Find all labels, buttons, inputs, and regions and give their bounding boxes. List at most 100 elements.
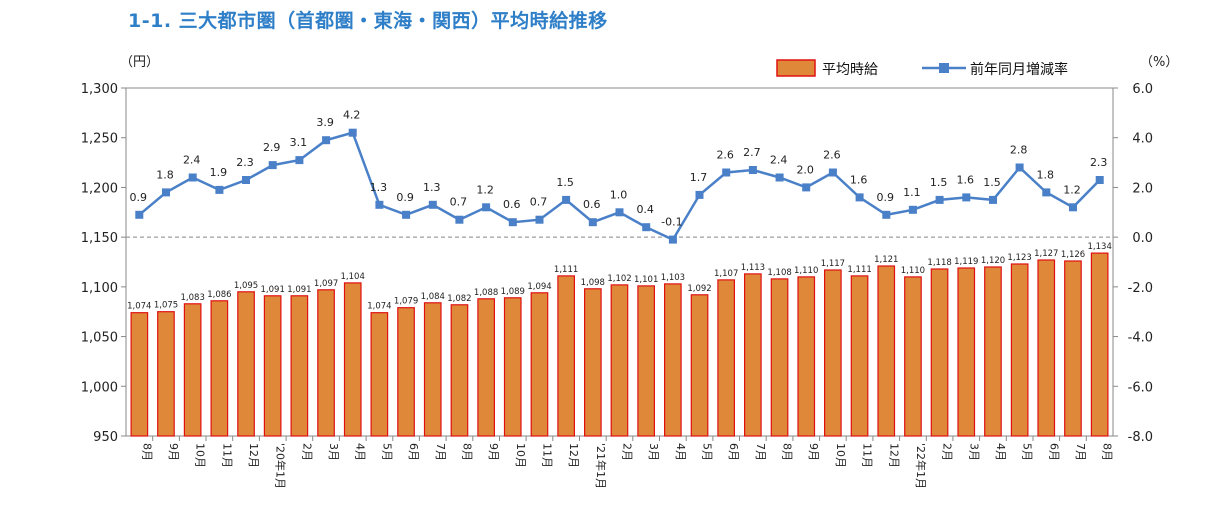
- bar-value-label: 1,075: [154, 301, 178, 311]
- x-category-label: 7月: [1074, 443, 1087, 461]
- line-value-label: 0.7: [450, 196, 468, 209]
- bar: [717, 279, 736, 437]
- bar: [450, 304, 469, 437]
- line-value-label: 1.5: [556, 176, 574, 189]
- bar-value-label: 1,111: [847, 265, 871, 275]
- bar-value-label: 1,084: [421, 292, 445, 302]
- right-axis: -8.0 -6.0 -4.0 -2.0 0.0 2.0 4.0 6.0: [1113, 82, 1153, 445]
- line-marker: [1042, 188, 1051, 197]
- line-marker: [402, 210, 411, 219]
- line-value-label: 1.7: [690, 171, 708, 184]
- line-value-label: 0.9: [396, 191, 414, 204]
- line-marker: [455, 215, 464, 224]
- right-tick-label: -6.0: [1128, 380, 1153, 395]
- line-marker: [989, 195, 997, 204]
- x-category-label: 3月: [647, 443, 660, 461]
- bar-value-label: 1,074: [127, 302, 151, 312]
- bar: [583, 288, 602, 437]
- left-tick-label: 1,300: [81, 82, 118, 97]
- line-marker: [135, 210, 144, 219]
- bar: [984, 266, 1002, 437]
- line-value-label: 3.9: [316, 116, 334, 129]
- line-value-label: 2.4: [183, 154, 201, 167]
- bar: [423, 302, 442, 437]
- bar: [690, 294, 709, 437]
- bar: [930, 268, 949, 437]
- line-marker: [162, 188, 170, 197]
- line-value-label: 1.5: [930, 176, 948, 189]
- line-marker: [535, 215, 544, 224]
- page-title: 1-1. 三大都市圏（首都圏・東海・関西）平均時給推移: [128, 10, 608, 32]
- line-marker: [802, 183, 811, 192]
- line-value-label: 1.8: [156, 168, 174, 181]
- right-axis-unit: （%）: [1140, 55, 1178, 70]
- line-marker: [775, 173, 784, 182]
- line-marker: [828, 168, 837, 177]
- bar: [157, 311, 175, 437]
- x-category-label: 3月: [967, 443, 980, 461]
- line-marker: [562, 195, 571, 204]
- x-category-label: '20年1月: [274, 443, 288, 489]
- legend-bar-label: 平均時給: [822, 62, 878, 78]
- bar: [183, 303, 202, 437]
- bar-value-label: 1,091: [287, 285, 311, 295]
- bar-value-label: 1,134: [1088, 242, 1112, 252]
- left-tick-label: 1,150: [81, 231, 118, 246]
- bar-value-label: 1,119: [954, 257, 978, 267]
- left-tick-label: 950: [93, 430, 118, 445]
- bar: [877, 265, 896, 437]
- bar-value-label: 1,108: [767, 268, 791, 278]
- bar-value-label: 1,126: [1061, 250, 1085, 260]
- line-value-label: 0.6: [503, 198, 521, 211]
- bar: [1037, 259, 1056, 437]
- line-marker: [188, 173, 197, 182]
- bar-value-label: 1,107: [714, 269, 738, 279]
- line-value-label: 0.9: [877, 191, 895, 204]
- line-marker: [882, 210, 891, 219]
- right-tick-label: 4.0: [1132, 132, 1153, 147]
- x-category-label: 6月: [407, 443, 420, 461]
- bar-value-label: 1,097: [314, 279, 338, 289]
- bar: [1064, 260, 1082, 437]
- line-value-label: 2.6: [823, 149, 841, 162]
- line-value-label: 3.1: [290, 136, 308, 149]
- x-category-label: 4月: [354, 443, 367, 461]
- line-marker: [1015, 163, 1024, 172]
- line-value-label: 2.0: [796, 163, 814, 176]
- line-value-label: 1.1: [903, 186, 921, 199]
- line-value-label: 2.4: [770, 154, 788, 167]
- x-category-label: '22年1月: [914, 443, 928, 489]
- line-marker: [242, 176, 250, 184]
- x-category-label: 2月: [300, 443, 313, 461]
- x-category-label: 8月: [460, 443, 473, 461]
- x-category-label: 10月: [194, 443, 207, 468]
- line-value-label: 1.8: [1037, 168, 1055, 181]
- left-tick-label: 1,000: [81, 380, 118, 395]
- line-value-label: 2.3: [1090, 156, 1108, 169]
- bar: [370, 312, 389, 437]
- line-marker: [1069, 203, 1077, 212]
- bar-value-label: 1,079: [394, 297, 418, 307]
- bar: [557, 275, 576, 437]
- bar-value-label: 1,111: [554, 265, 578, 275]
- line-marker: [295, 156, 304, 165]
- right-tick-label: 2.0: [1132, 181, 1153, 196]
- bar-value-label: 1,086: [207, 290, 231, 300]
- x-category-label: 9月: [487, 443, 500, 461]
- bar-value-label: 1,101: [634, 275, 658, 285]
- line-value-label: 1.6: [850, 173, 868, 186]
- x-category-label: 9月: [167, 443, 180, 461]
- x-category-label: 8月: [140, 443, 153, 461]
- bar: [610, 284, 629, 437]
- line-value-label: 1.2: [1063, 183, 1081, 196]
- bar: [530, 292, 549, 437]
- bar: [503, 297, 522, 437]
- line-value-label: 2.9: [263, 141, 281, 154]
- bar-value-label: 1,123: [1007, 253, 1031, 263]
- x-category-label: 10月: [834, 443, 847, 468]
- bar: [850, 275, 869, 437]
- line-marker: [508, 218, 517, 227]
- line-marker: [1095, 176, 1104, 184]
- line-value-label: 0.4: [636, 203, 654, 216]
- line-marker: [588, 218, 597, 227]
